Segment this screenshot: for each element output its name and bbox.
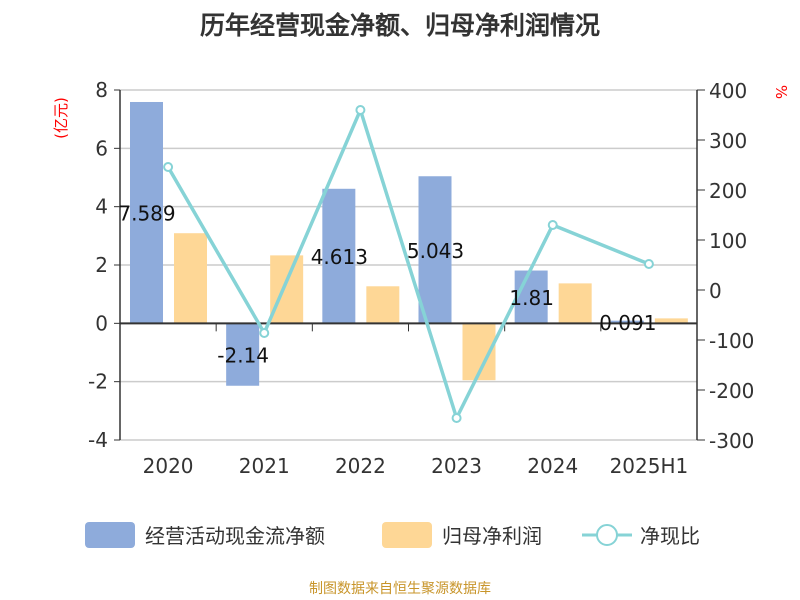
line-point [163,162,174,172]
legend-label: 归母净利润 [442,524,542,548]
data-label: -2.14 [217,344,269,368]
y-right-tick-label: 200 [709,179,747,203]
y-right-tick-label: 400 [709,79,747,103]
data-label: 5.043 [407,239,464,263]
line-point [547,220,558,230]
legend-label: 经营活动现金流净额 [145,524,325,548]
bar [418,176,452,324]
y-left-tick-label: 0 [95,311,108,335]
data-label: 4.613 [311,245,368,269]
legend-swatch [382,522,432,548]
bar [366,286,400,324]
y-left-tick-label: -4 [88,428,108,452]
x-tick-label: 2022 [335,454,386,478]
y-left-tick-label: 4 [95,195,108,219]
x-tick-label: 2024 [527,454,578,478]
bar [174,233,207,324]
line-point [451,413,462,423]
y-right-tick-label: 100 [709,229,747,253]
line-series [166,104,650,423]
bar [654,318,688,324]
x-tick-label: 2020 [143,454,194,478]
line-point [355,105,366,115]
line-point [259,328,270,338]
legend-swatch [85,522,135,548]
y-left-tick-label: 6 [95,136,108,160]
x-tick-label: 2021 [239,454,290,478]
source-note: 制图数据来自恒生聚源数据库 [309,581,491,597]
x-tick-label: 2023 [431,454,482,478]
y-left-tick-label: 8 [95,78,108,102]
y-right-tick-label: -300 [709,429,754,453]
bar [558,283,592,324]
y-right-tick-label: 0 [709,279,722,303]
y-left-tick-label: -2 [88,370,108,394]
bar [514,270,548,324]
bar [226,323,260,386]
bar [130,101,163,324]
data-label: 7.589 [118,202,175,226]
x-tick-label: 2025H1 [610,454,689,478]
bar [322,188,356,324]
y-left-tick-label: 2 [95,253,108,277]
y-right-tick-label: -200 [709,379,754,403]
bar [610,320,644,324]
data-label: 1.81 [509,286,554,310]
legend-swatch [596,524,618,546]
y-right-axis-label: % [772,85,790,99]
chart-title: 历年经营现金净额、归母净利润情况 [199,11,600,40]
bar [270,255,304,324]
line-point [643,259,654,269]
y-right-tick-label: 300 [709,129,747,153]
legend-label: 净现比 [640,524,700,548]
data-label: 0.091 [599,311,656,335]
y-left-axis-label: (亿元) [52,97,70,139]
y-right-tick-label: -100 [709,329,754,353]
